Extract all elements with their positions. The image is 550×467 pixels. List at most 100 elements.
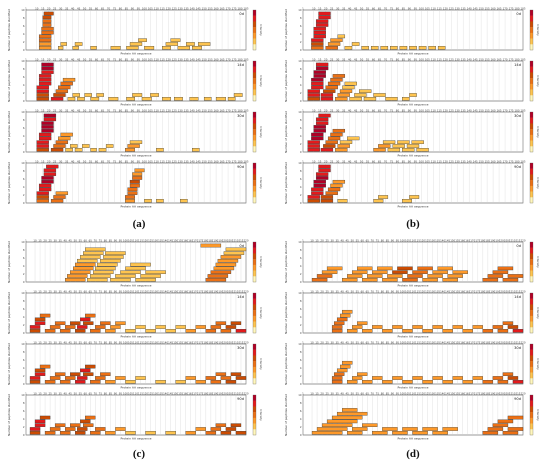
peptide-bar: [318, 15, 331, 20]
peptide-bar: [342, 360, 353, 365]
x-tick-label: 145: [168, 341, 173, 345]
x-tick-label: 165: [497, 160, 502, 164]
quadrant-label-a: (a): [132, 218, 146, 230]
x-tick-label: 215: [239, 341, 244, 345]
peptide-bar: [327, 136, 341, 141]
panel-label: 30d: [514, 114, 521, 118]
peptide-bar: [417, 266, 433, 271]
peptide-bar: [90, 431, 101, 435]
peptide-bar: [144, 199, 152, 203]
x-tick-label: 45: [354, 109, 358, 113]
peptide-bar: [38, 132, 52, 137]
x-tick-label: 140: [190, 160, 195, 164]
x-tick-label: 20: [324, 7, 328, 11]
x-tick-label: 115: [138, 239, 143, 243]
colorbar-frame: [252, 394, 257, 436]
peptide-bar: [38, 38, 52, 42]
y-tick-label: 10: [298, 393, 302, 397]
y-axis-title: Number of peptides identified: [7, 292, 11, 334]
colorbar-step: [253, 191, 256, 198]
x-tick-label: 115: [415, 239, 420, 243]
x-tick-label: 120: [443, 7, 448, 11]
x-tick-label: 180: [515, 7, 520, 11]
x-tick-label: 50: [351, 392, 355, 396]
x-tick-label: 90: [114, 290, 118, 294]
x-tick-label: 25: [325, 392, 329, 396]
x-tick-label: 170: [226, 160, 231, 164]
x-tick-label: 135: [435, 239, 440, 243]
x-tick-label: 170: [470, 341, 475, 345]
x-tick-label: 195: [495, 290, 500, 294]
peptide-bar: [80, 419, 91, 424]
x-tick-label: 30: [330, 341, 334, 345]
peptide-bar: [105, 431, 116, 435]
x-tick-label: 125: [172, 7, 177, 11]
x-tick-label: 150: [173, 290, 178, 294]
peptide-bar: [205, 329, 217, 333]
peptide-map-14d: 1 10 15 20 25 30 35 40 45 50 55 60 65 70 75 80 85 90 95 100…: [7, 290, 263, 339]
peptide-bar: [318, 164, 331, 169]
x-tick-label: 100: [400, 392, 405, 396]
x-tick-label: 165: [465, 392, 470, 396]
peptide-bar: [126, 97, 135, 101]
x-tick-label: 160: [460, 392, 465, 396]
x-tick-label: 200: [223, 239, 228, 243]
peptide-bar: [432, 431, 448, 435]
colorbar-step: [530, 366, 533, 373]
x-tick-label: 15: [41, 7, 45, 11]
x-tick-label: 150: [479, 58, 484, 62]
x-tick-label: 115: [437, 160, 442, 164]
peptide-bar: [83, 251, 104, 255]
peptide-bar: [165, 431, 176, 435]
x-tick-label: 190: [490, 341, 495, 345]
peptide-bar: [392, 431, 408, 435]
peptide-bar: [427, 274, 443, 278]
x-tick-label: 130: [153, 392, 158, 396]
x-tick-label: 145: [445, 341, 450, 345]
y-tick-label: 8: [23, 350, 25, 354]
x-tick-label: 175: [232, 58, 237, 62]
x-tick-label: 15: [315, 392, 319, 396]
x-tick-label: 105: [425, 7, 430, 11]
x-tick-label: 190: [490, 392, 495, 396]
peptide-bar: [416, 148, 429, 152]
x-tick-label: 205: [505, 239, 510, 243]
y-tick-label: 8: [23, 299, 25, 303]
x-tick-label: 210: [233, 341, 238, 345]
colorbar-step: [253, 134, 256, 141]
peptide-bar: [337, 199, 348, 203]
peptide-bar: [307, 199, 320, 203]
x-tick-label: 180: [480, 392, 485, 396]
x-tick-label: 75: [99, 392, 103, 396]
peptide-bar: [90, 274, 111, 278]
x-tick-label: 85: [402, 109, 406, 113]
x-tick-label: 100: [123, 341, 128, 345]
peptide-bar: [372, 270, 388, 274]
peptide-map-90d: 1 10 15 20 25 30 35 40 45 50 55 60 65 70 75 80 85 90 95 100…: [284, 160, 540, 209]
peptide-bar: [175, 325, 186, 329]
x-tick-label: 100: [123, 239, 128, 243]
panel-label: 0d: [239, 12, 244, 16]
x-tick-label: 20: [47, 58, 51, 62]
x-tick-label: 125: [425, 392, 430, 396]
x-tick-label: 40: [341, 290, 345, 294]
peptide-bar: [174, 97, 183, 101]
x-tick-label: 55: [366, 109, 370, 113]
x-tick-label: 190: [490, 239, 495, 243]
x-tick-label: 40: [341, 341, 345, 345]
x-tick-label: 185: [485, 290, 490, 294]
x-tick-label: 145: [473, 109, 478, 113]
colorbar-step: [530, 146, 533, 153]
peptide-bar: [49, 427, 61, 431]
peptide-bar: [38, 42, 52, 46]
colorbar-step: [253, 321, 256, 328]
peptide-bar: [382, 278, 398, 282]
x-tick-label: 170: [193, 341, 198, 345]
y-tick-label: 6: [300, 177, 302, 181]
panel-30d: 1 10 15 20 25 30 35 40 45 50 55 60 65 70 75 80 85 90 95 100…: [4, 340, 266, 391]
peptide-map-90d: 1 10 15 20 25 30 35 40 45 50 55 60 65 70 75 80 85 90 95 100…: [7, 160, 263, 209]
peptide-map-90d: 1 10 15 20 25 30 35 40 45 50 55 60 65 70 75 80 85 90 95 100…: [284, 392, 540, 441]
panel-label: 30d: [237, 114, 244, 118]
colorbar-title: Intensity: [536, 409, 540, 421]
x-tick-label: 1: [302, 109, 304, 113]
